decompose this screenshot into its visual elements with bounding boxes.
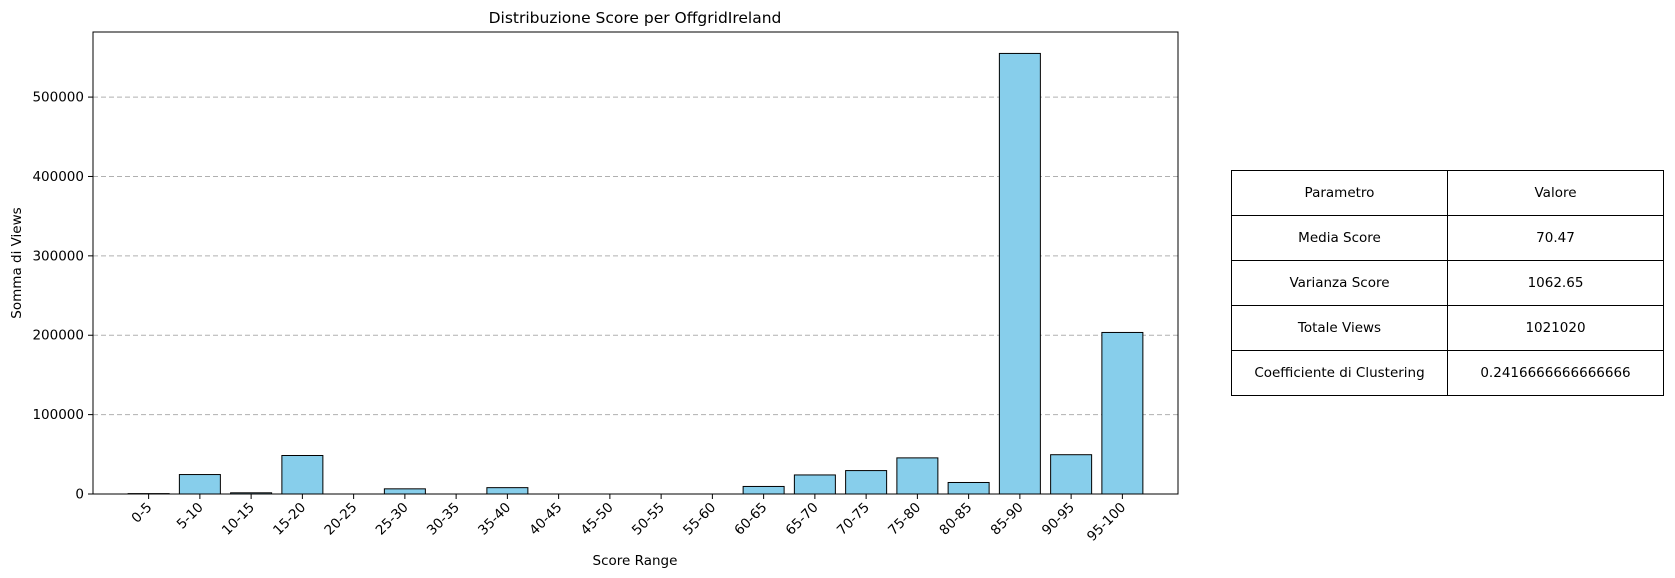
x-tick-label: 45-50	[578, 500, 617, 539]
x-tick-label: 55-60	[680, 500, 719, 539]
table-row: Totale Views 1021020	[1231, 305, 1664, 351]
x-tick-label: 65-70	[783, 500, 822, 539]
table-cell: 1021020	[1447, 305, 1664, 351]
table-cell: 70.47	[1447, 215, 1664, 261]
x-tick-label: 60-65	[731, 500, 770, 539]
x-axis-label: Score Range	[593, 553, 678, 569]
bar	[845, 470, 888, 495]
plot-frame	[92, 31, 1179, 495]
x-tick-label: 35-40	[475, 500, 514, 539]
x-tick-label: 95-100	[1084, 500, 1129, 545]
x-tick-label: 15-20	[270, 500, 309, 539]
x-tick-label: 40-45	[526, 500, 565, 539]
bar	[178, 474, 221, 495]
table-cell: Media Score	[1231, 215, 1448, 261]
x-tick-label: 85-90	[988, 500, 1027, 539]
bar	[281, 455, 324, 495]
x-tick-label: 80-85	[936, 500, 975, 539]
x-tick-label: 75-80	[885, 500, 924, 539]
x-tick-label: 70-75	[834, 500, 873, 539]
y-tick-label: 400000	[32, 169, 84, 185]
bar	[896, 457, 939, 495]
table-header-cell: Valore	[1447, 170, 1664, 216]
stats-table: Parametro Valore Media Score 70.47 Varia…	[1231, 170, 1664, 396]
x-tick-label: 5-10	[174, 500, 207, 533]
table-header-cell: Parametro	[1231, 170, 1448, 216]
table-header-row: Parametro Valore	[1231, 170, 1664, 216]
table-row: Coefficiente di Clustering 0.24166666666…	[1231, 350, 1664, 396]
x-tick-label: 90-95	[1039, 500, 1078, 539]
y-axis-label: Somma di Views	[9, 207, 25, 318]
bar	[793, 474, 836, 495]
table-cell: Coefficiente di Clustering	[1231, 350, 1448, 396]
y-tick-label: 300000	[32, 248, 84, 264]
bar	[998, 52, 1041, 495]
table-cell: 0.2416666666666666	[1447, 350, 1664, 396]
bar	[1050, 454, 1093, 495]
bar	[947, 481, 990, 495]
x-tick-label: 30-35	[424, 500, 463, 539]
table-row: Varianza Score 1062.65	[1231, 260, 1664, 306]
y-tick-label: 500000	[32, 90, 84, 106]
x-tick-label: 25-30	[373, 500, 412, 539]
grid-lines	[93, 96, 1178, 416]
y-tick-label: 200000	[32, 328, 84, 344]
bar	[742, 485, 785, 495]
bar	[1101, 331, 1144, 495]
y-axis: 0 100000 200000 300000 400000 500000	[32, 90, 93, 503]
x-axis: 0-5 5-10 10-15 15-20 20-25 25-30 30-35 35-40 40-…	[129, 494, 1129, 545]
bars	[127, 52, 1144, 495]
table-row: Media Score 70.47	[1231, 215, 1664, 261]
y-tick-label: 100000	[32, 407, 84, 423]
y-tick-label: 0	[75, 487, 84, 503]
x-tick-label: 50-55	[629, 500, 668, 539]
bar	[383, 488, 426, 495]
table-cell: Varianza Score	[1231, 260, 1448, 306]
x-tick-label: 0-5	[129, 500, 156, 527]
x-tick-label: 10-15	[219, 500, 258, 539]
table-cell: Totale Views	[1231, 305, 1448, 351]
table-cell: 1062.65	[1447, 260, 1664, 306]
x-tick-label: 20-25	[321, 500, 360, 539]
bar	[486, 487, 529, 495]
chart-title: Distribuzione Score per OffgridIreland	[489, 9, 782, 27]
